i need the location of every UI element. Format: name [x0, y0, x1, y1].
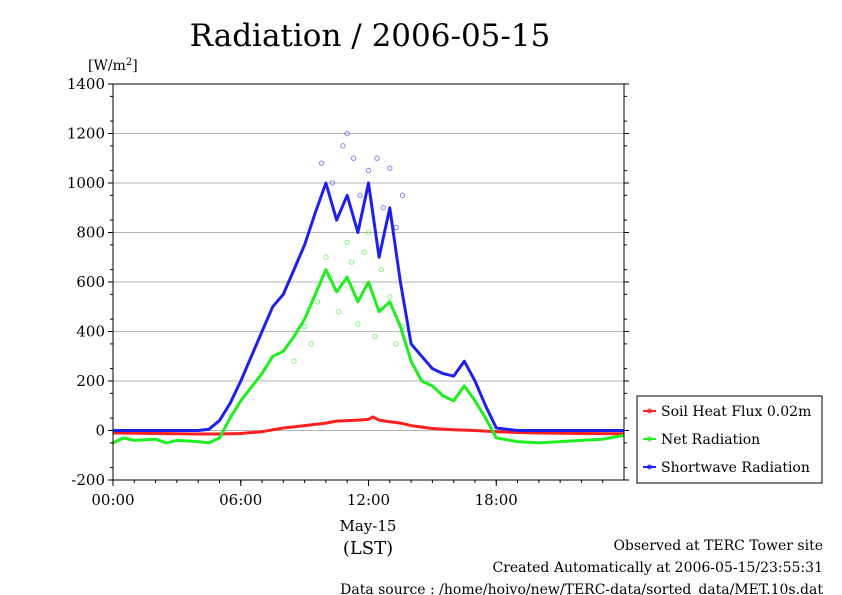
- series-point: [393, 224, 399, 231]
- y-tick-label: 800: [76, 224, 105, 242]
- footer-data-source: Data source : /home/hoivo/new/TERC-data/…: [340, 582, 823, 595]
- series-point: [301, 323, 308, 330]
- y-tick-label: 1200: [67, 125, 105, 143]
- legend-label: Soil Heat Flux 0.02m: [661, 404, 811, 420]
- series-point: [344, 239, 350, 246]
- footer-created: Created Automatically at 2006-05-15/23:5…: [492, 560, 823, 576]
- legend-marker: [647, 408, 652, 414]
- x-axis-title: (LST): [343, 538, 393, 559]
- legend-label: Net Radiation: [661, 432, 760, 448]
- series-point: [323, 254, 329, 260]
- series-point: [291, 358, 297, 364]
- plot-frame: [112, 83, 625, 481]
- y-axis-unit: [W/m2]: [88, 57, 138, 74]
- series-point: [387, 165, 393, 171]
- y-tick-label: 0: [95, 422, 105, 440]
- legend-marker: [647, 436, 652, 442]
- series-point: [335, 309, 342, 315]
- x-axis-ticks: 00:00 06:00 12:00 18:00: [91, 480, 604, 509]
- legend-box: [636, 395, 823, 484]
- legend-marker: [647, 464, 652, 470]
- series-point: [399, 192, 406, 199]
- series-line: [112, 268, 625, 445]
- x-tick-label: 06:00: [219, 491, 262, 509]
- legend-label: Shortwave Radiation: [661, 460, 810, 476]
- series-point: [374, 155, 380, 161]
- series-point: [380, 205, 387, 211]
- series-point: [355, 321, 361, 327]
- series-point: [314, 299, 321, 305]
- y-tick-label: 1400: [67, 75, 105, 93]
- series-line: [113, 181, 624, 432]
- footer-observed: Observed at TERC Tower site: [613, 538, 823, 554]
- series-point: [378, 266, 384, 273]
- y-tick-label: 200: [76, 372, 105, 390]
- series-point: [350, 155, 357, 161]
- series-2: [113, 130, 624, 432]
- y-tick-label: -200: [71, 471, 105, 489]
- series-point: [393, 341, 399, 347]
- series-point: [329, 180, 336, 186]
- series-point: [308, 341, 314, 347]
- series-point: [365, 229, 372, 236]
- series-point: [344, 130, 350, 137]
- chart-title: Radiation / 2006-05-15: [190, 18, 551, 54]
- y-tick-label: 600: [76, 273, 105, 291]
- plot-area: [112, 130, 625, 445]
- x-tick-label: 00:00: [91, 491, 134, 509]
- series-point: [340, 143, 346, 149]
- series-point: [387, 294, 393, 300]
- series-1: [112, 229, 625, 445]
- series-point: [318, 160, 325, 166]
- x-tick-label: 18:00: [475, 491, 518, 509]
- x-tick-label: 12:00: [347, 491, 390, 509]
- y-axis-ticks: -200 0 200 400 600 800 1000 1200 1400: [67, 75, 629, 489]
- series-point: [361, 249, 367, 256]
- legend: Soil Heat Flux 0.02m Net Radiation Shortwa…: [636, 395, 823, 484]
- series-point: [348, 259, 355, 265]
- series-point: [365, 167, 372, 174]
- y-tick-label: 400: [76, 323, 105, 341]
- x-axis-date-label: May-15: [340, 517, 397, 535]
- y-tick-label: 1000: [67, 174, 105, 192]
- series-point: [357, 192, 363, 199]
- series-point: [372, 333, 378, 340]
